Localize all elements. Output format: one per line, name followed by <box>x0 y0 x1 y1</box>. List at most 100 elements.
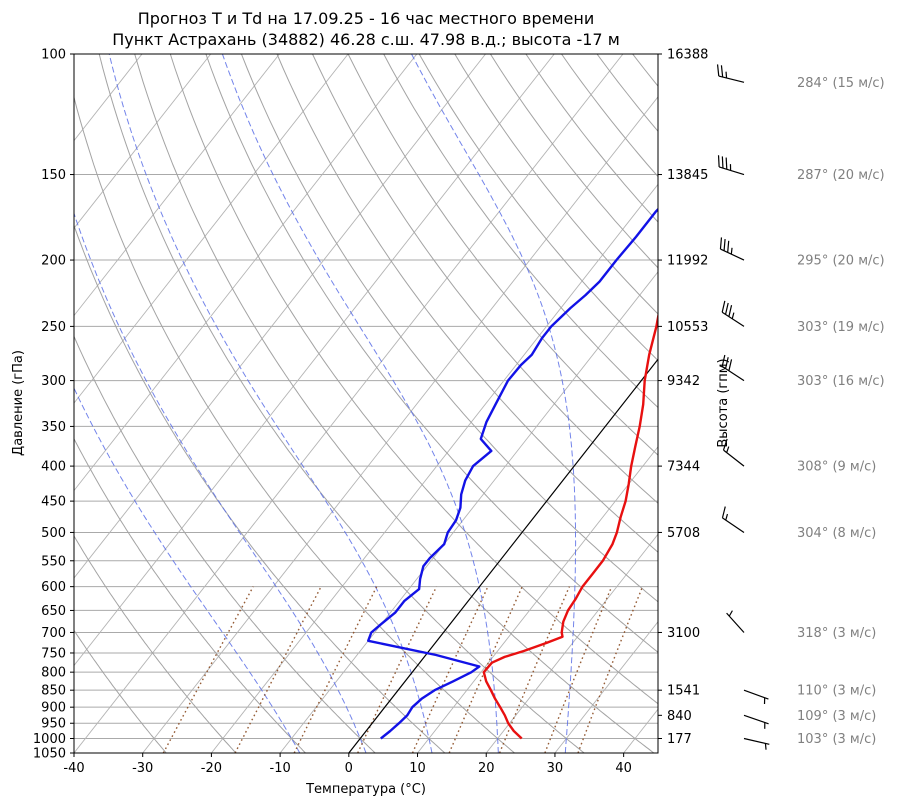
wind-barb-flag <box>721 156 724 169</box>
y-tick-label: 500 <box>41 526 66 541</box>
x-tick-label: 20 <box>478 761 495 776</box>
dry-adiabat <box>846 54 900 753</box>
dry-adiabat <box>383 54 658 409</box>
y-tick-label: 200 <box>41 254 66 269</box>
zero-isotherm <box>348 358 658 753</box>
wind-barb-flag <box>724 302 729 315</box>
isotherm-gridline <box>554 621 658 753</box>
wind-label: 103° (3 м/с) <box>797 732 876 747</box>
mixing-ratio-line <box>234 586 322 753</box>
wind-label: 109° (3 м/с) <box>797 709 876 724</box>
wind-barb-flag <box>728 305 733 317</box>
wind-barb-flag <box>722 438 728 451</box>
chart-subtitle: Пункт Астрахань (34882) 46.28 с.ш. 47.98… <box>112 30 620 49</box>
isotherm-gridline <box>74 54 280 317</box>
height-tick-label: 177 <box>667 732 692 747</box>
dry-adiabat <box>205 54 658 653</box>
height-tick-label: 10553 <box>667 320 708 335</box>
wind-barb-staff <box>743 737 770 745</box>
wind-barb <box>722 438 745 467</box>
y-tick-label: 150 <box>41 168 66 183</box>
wind-label: 287° (20 м/с) <box>797 168 885 183</box>
dry-adiabat <box>240 54 658 603</box>
wind-label: 304° (8 м/с) <box>797 526 876 541</box>
wind-barb <box>743 689 769 705</box>
y-tick-label: 750 <box>41 646 66 661</box>
wind-barb-staff <box>718 75 745 83</box>
x-tick-label: -20 <box>201 761 222 776</box>
wind-barb <box>719 237 745 261</box>
mixing-ratio-lines <box>162 586 644 753</box>
zero-degree-isotherm <box>348 358 658 753</box>
mixing-ratio-line <box>448 586 523 753</box>
height-tick-label: 11992 <box>667 254 708 269</box>
wind-label: 284° (15 м/с) <box>797 76 885 91</box>
dry-adiabat <box>276 54 658 553</box>
y-tick-label: 100 <box>41 48 66 63</box>
height-tick-label: 13845 <box>667 168 708 183</box>
mixing-ratio-line <box>577 586 644 753</box>
chart-title: Прогноз T и Td на 17.09.25 - 16 час мест… <box>138 9 594 28</box>
wind-barb-flag <box>723 239 726 251</box>
wind-barb-flag <box>721 506 726 519</box>
height-tick-label: 16388 <box>667 48 708 63</box>
height-axis-ticks: 16388 13845 11992 10553 9342 7344 5708 3100 1541… <box>658 48 708 747</box>
y-tick-label: 450 <box>41 495 66 510</box>
dry-adiabat <box>668 54 900 753</box>
height-tick-label: 3100 <box>667 626 700 641</box>
wind-barb-staff <box>722 517 745 533</box>
x-tick-label: 10 <box>409 761 426 776</box>
height-tick-label: 7344 <box>667 460 700 475</box>
wind-barb-staff <box>723 449 745 467</box>
y-tick-label: 1000 <box>33 732 66 747</box>
wind-barb-flag <box>728 359 733 371</box>
wind-barb-flag <box>725 157 728 170</box>
dry-adiabat <box>74 535 237 753</box>
height-tick-label: 1541 <box>667 684 700 699</box>
y-tick-label: 600 <box>41 580 66 595</box>
dry-adiabats <box>74 54 900 753</box>
isotherm-gridline <box>74 54 624 753</box>
wind-barb <box>743 737 770 750</box>
x-tick-label: 40 <box>615 761 632 776</box>
wind-barb <box>717 155 745 176</box>
mixing-ratio-line <box>357 586 438 753</box>
wind-barb-staff <box>721 311 745 327</box>
x-axis-ticks: -40 -30 -20 -10 0 10 20 30 40 <box>63 753 632 776</box>
isotherm-gridline <box>623 708 658 753</box>
y-tick-label: 850 <box>41 684 66 699</box>
isotherm-gridline <box>0 54 5 753</box>
height-tick-label: 840 <box>667 709 692 724</box>
wind-barb-flag <box>724 357 729 369</box>
y-tick-label: 300 <box>41 374 66 389</box>
wind-barb-half-flag <box>725 513 729 521</box>
dry-adiabat <box>312 54 658 504</box>
wind-barb-flag <box>721 354 726 367</box>
moist-adiabats <box>74 54 577 753</box>
isotherm-gridline <box>74 54 349 404</box>
wind-barb <box>716 64 745 83</box>
temperature-line <box>482 311 658 740</box>
wind-barb <box>721 506 745 533</box>
wind-label: 308° (9 м/с) <box>797 460 876 475</box>
profile-series <box>367 207 658 740</box>
dry-adiabat <box>74 224 446 753</box>
y-tick-label: 650 <box>41 604 66 619</box>
moist-adiabat <box>411 54 577 753</box>
wind-barb-half-flag <box>730 247 733 255</box>
wind-barb-half-flag <box>731 312 735 319</box>
mixing-ratio-line <box>411 586 489 753</box>
isotherm-gridline <box>74 54 212 229</box>
wind-barb-flag <box>720 65 724 78</box>
height-tick-label: 5708 <box>667 526 700 541</box>
wind-label: 318° (3 м/с) <box>797 626 876 641</box>
wind-barb-half-flag <box>728 610 733 617</box>
x-axis-label: Температура (°C) <box>305 782 426 797</box>
isotherm-gridline <box>417 446 658 753</box>
y-axis-ticks: 100 150 200 250 300 350 400 450 500 550 600 650 700 7… <box>33 48 74 762</box>
height-tick-label: 9342 <box>667 374 700 389</box>
dry-adiabat <box>810 54 900 753</box>
y2-axis-label: Высота (гпм) <box>716 358 731 447</box>
wind-barb <box>743 714 769 729</box>
wind-barb-flag <box>717 155 720 167</box>
